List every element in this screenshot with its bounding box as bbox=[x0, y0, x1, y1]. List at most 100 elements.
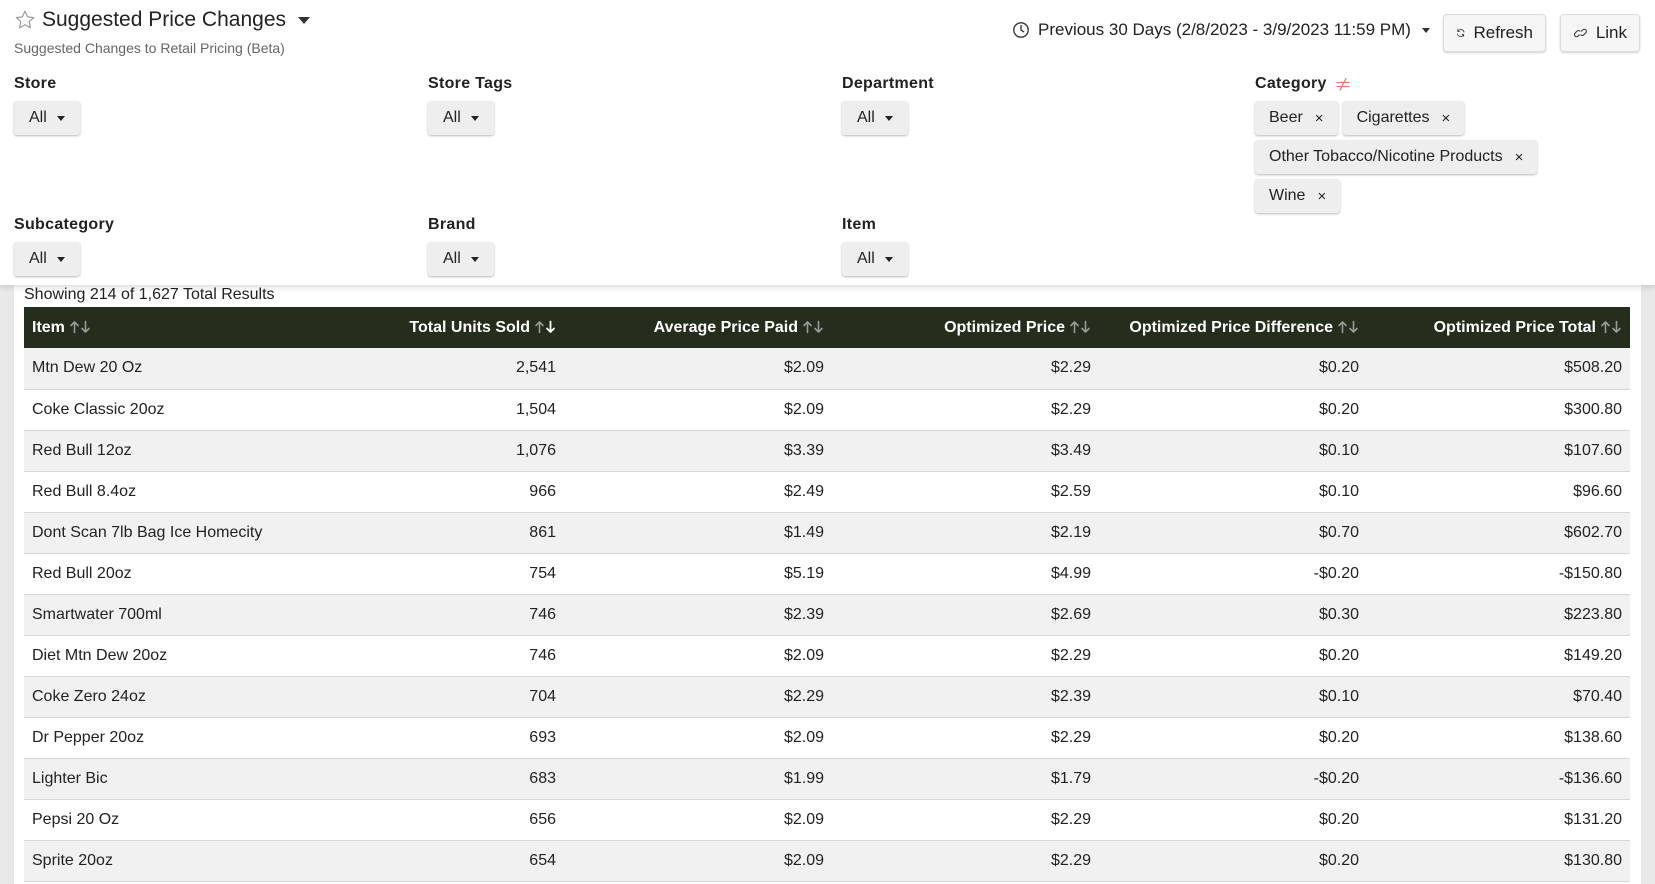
link-button[interactable]: Link bbox=[1560, 14, 1640, 52]
caret-down-icon bbox=[470, 256, 479, 262]
link-label: Link bbox=[1595, 23, 1627, 42]
cell-optimized-price-difference: $0.70 bbox=[1318, 523, 1359, 541]
department-dropdown[interactable]: All bbox=[842, 101, 908, 135]
cell-optimized-price-difference: $0.30 bbox=[1318, 605, 1359, 623]
category-chip-wine: Wine × bbox=[1255, 179, 1341, 213]
cell-average-price-paid: $2.09 bbox=[783, 810, 824, 828]
cell-optimized-price: $4.99 bbox=[1050, 564, 1091, 582]
date-range-picker[interactable]: Previous 30 Days (2/8/2023 - 3/9/2023 11… bbox=[1012, 20, 1430, 40]
cell-optimized-price: $2.29 bbox=[1050, 810, 1091, 828]
cell-optimized-price: $2.69 bbox=[1050, 605, 1091, 623]
table-row[interactable]: Dr Pepper 20oz 693 $2.09 $2.29 $0.20 $13… bbox=[24, 717, 1630, 758]
table-row[interactable]: Red Bull 20oz 754 $5.19 $4.99 -$0.20 -$1… bbox=[24, 553, 1630, 594]
dropdown-value: All bbox=[857, 250, 875, 267]
chevron-down-icon[interactable] bbox=[298, 16, 310, 24]
cell-total-units-sold: 654 bbox=[529, 851, 556, 869]
store-dropdown[interactable]: All bbox=[14, 101, 80, 135]
item-dropdown[interactable]: All bbox=[842, 242, 908, 276]
column-header-label: Optimized Price Difference bbox=[1129, 318, 1333, 336]
chip-label: Other Tobacco/Nicotine Products bbox=[1269, 148, 1503, 165]
remove-chip-icon[interactable]: × bbox=[1314, 109, 1324, 127]
date-range-label: Previous 30 Days (2/8/2023 - 3/9/2023 11… bbox=[1038, 20, 1411, 39]
store-tags-dropdown[interactable]: All bbox=[428, 101, 494, 135]
column-header-label: Item bbox=[32, 318, 65, 336]
column-header-average-price-paid[interactable]: Average Price Paid bbox=[564, 307, 832, 348]
category-label: Category bbox=[1255, 75, 1327, 92]
cell-optimized-price: $2.29 bbox=[1050, 400, 1091, 418]
cell-optimized-price: $1.79 bbox=[1050, 769, 1091, 787]
column-header-optimized-price-difference[interactable]: Optimized Price Difference bbox=[1099, 307, 1367, 348]
column-header-item[interactable]: Item bbox=[24, 307, 384, 348]
caret-down-icon bbox=[884, 256, 893, 262]
cell-optimized-price-total: $149.20 bbox=[1564, 646, 1622, 664]
refresh-label: Refresh bbox=[1473, 23, 1533, 42]
cell-item: Lighter Bic bbox=[32, 769, 108, 787]
table-row[interactable]: Red Bull 12oz 1,076 $3.39 $3.49 $0.10 $1… bbox=[24, 430, 1630, 471]
cell-optimized-price: $2.59 bbox=[1050, 482, 1091, 500]
cell-item: Coke Zero 24oz bbox=[32, 687, 146, 705]
cell-item: Dr Pepper 20oz bbox=[32, 728, 145, 746]
table-row[interactable]: Sprite 20oz 654 $2.09 $2.29 $0.20 $130.8… bbox=[24, 840, 1630, 881]
remove-chip-icon[interactable]: × bbox=[1441, 109, 1451, 127]
table-row[interactable]: Dont Scan 7lb Bag Ice Homecity 861 $1.49… bbox=[24, 512, 1630, 553]
cell-total-units-sold: 746 bbox=[529, 605, 556, 623]
chip-row: Beer × Cigarettes × bbox=[1255, 101, 1542, 135]
table-row[interactable]: Smartwater 700ml 746 $2.39 $2.69 $0.30 $… bbox=[24, 594, 1630, 635]
table-row[interactable]: Red Bull 8.4oz 966 $2.49 $2.59 $0.10 $96… bbox=[24, 471, 1630, 512]
column-header-optimized-price[interactable]: Optimized Price bbox=[832, 307, 1099, 348]
chip-row: Wine × bbox=[1255, 179, 1542, 213]
cell-total-units-sold: 656 bbox=[529, 810, 556, 828]
table-row[interactable]: Pepsi 20 Oz 656 $2.09 $2.29 $0.20 $131.2… bbox=[24, 799, 1630, 840]
cell-optimized-price-total: $138.60 bbox=[1564, 728, 1622, 746]
cell-optimized-price-difference: -$0.20 bbox=[1313, 564, 1359, 582]
cell-optimized-price-difference: $0.20 bbox=[1318, 646, 1359, 664]
cell-item: Coke Classic 20oz bbox=[32, 400, 165, 418]
sort-icon[interactable] bbox=[802, 320, 824, 334]
cell-optimized-price-total: -$136.60 bbox=[1558, 769, 1622, 787]
cell-average-price-paid: $2.09 bbox=[783, 359, 824, 377]
table-row[interactable]: Coke Classic 20oz 1,504 $2.09 $2.29 $0.2… bbox=[24, 389, 1630, 430]
filter-label: Item bbox=[842, 216, 877, 233]
cell-optimized-price-total: $300.80 bbox=[1564, 400, 1622, 418]
results-area: Showing 214 of 1,627 Total Results Item … bbox=[14, 272, 1641, 884]
cell-optimized-price-difference: $0.20 bbox=[1318, 359, 1359, 377]
cell-optimized-price-difference: $0.20 bbox=[1318, 400, 1359, 418]
refresh-button[interactable]: Refresh bbox=[1443, 14, 1546, 52]
dropdown-value: All bbox=[443, 250, 461, 267]
not-equal-icon[interactable] bbox=[1335, 76, 1351, 92]
remove-chip-icon[interactable]: × bbox=[1317, 187, 1327, 205]
sort-icon[interactable] bbox=[1600, 320, 1622, 334]
subcategory-dropdown[interactable]: All bbox=[14, 242, 80, 276]
sort-icon[interactable] bbox=[1069, 320, 1091, 334]
cell-total-units-sold: 683 bbox=[529, 769, 556, 787]
brand-dropdown[interactable]: All bbox=[428, 242, 494, 276]
cell-optimized-price-difference: $0.10 bbox=[1318, 441, 1359, 459]
results-table-body: Mtn Dew 20 Oz 2,541 $2.09 $2.29 $0.20 $5… bbox=[24, 348, 1630, 881]
column-header-label: Optimized Price bbox=[944, 318, 1065, 336]
cell-item: Dont Scan 7lb Bag Ice Homecity bbox=[32, 523, 263, 541]
sort-icon[interactable] bbox=[69, 320, 91, 334]
filter-item: Item All bbox=[842, 216, 908, 276]
table-row[interactable]: Lighter Bic 683 $1.99 $1.79 -$0.20 -$136… bbox=[24, 758, 1630, 799]
cell-optimized-price-total: $223.80 bbox=[1564, 605, 1622, 623]
cell-optimized-price: $3.49 bbox=[1050, 441, 1091, 459]
filter-store-tags: Store Tags All bbox=[428, 75, 513, 135]
category-chip-beer: Beer × bbox=[1255, 101, 1338, 135]
column-header-optimized-price-total[interactable]: Optimized Price Total bbox=[1367, 307, 1630, 348]
cell-optimized-price: $2.29 bbox=[1050, 646, 1091, 664]
column-header-total-units-sold[interactable]: Total Units Sold bbox=[384, 307, 564, 348]
table-row[interactable]: Mtn Dew 20 Oz 2,541 $2.09 $2.29 $0.20 $5… bbox=[24, 348, 1630, 389]
table-row[interactable]: Coke Zero 24oz 704 $2.29 $2.39 $0.10 $70… bbox=[24, 676, 1630, 717]
filter-category: Category Beer × Cigarettes × Other Tobac… bbox=[1255, 75, 1542, 218]
filter-label: Subcategory bbox=[14, 216, 115, 233]
sort-icon[interactable] bbox=[1337, 320, 1359, 334]
cell-average-price-paid: $2.09 bbox=[783, 851, 824, 869]
cell-item: Pepsi 20 Oz bbox=[32, 810, 120, 828]
star-icon[interactable] bbox=[14, 9, 36, 31]
remove-chip-icon[interactable]: × bbox=[1514, 148, 1524, 166]
table-row[interactable]: Diet Mtn Dew 20oz 746 $2.09 $2.29 $0.20 … bbox=[24, 635, 1630, 676]
sort-descending-icon[interactable] bbox=[534, 320, 556, 334]
filter-label: Department bbox=[842, 75, 934, 92]
cell-optimized-price-total: $508.20 bbox=[1564, 359, 1622, 377]
caret-down-icon bbox=[56, 115, 65, 121]
